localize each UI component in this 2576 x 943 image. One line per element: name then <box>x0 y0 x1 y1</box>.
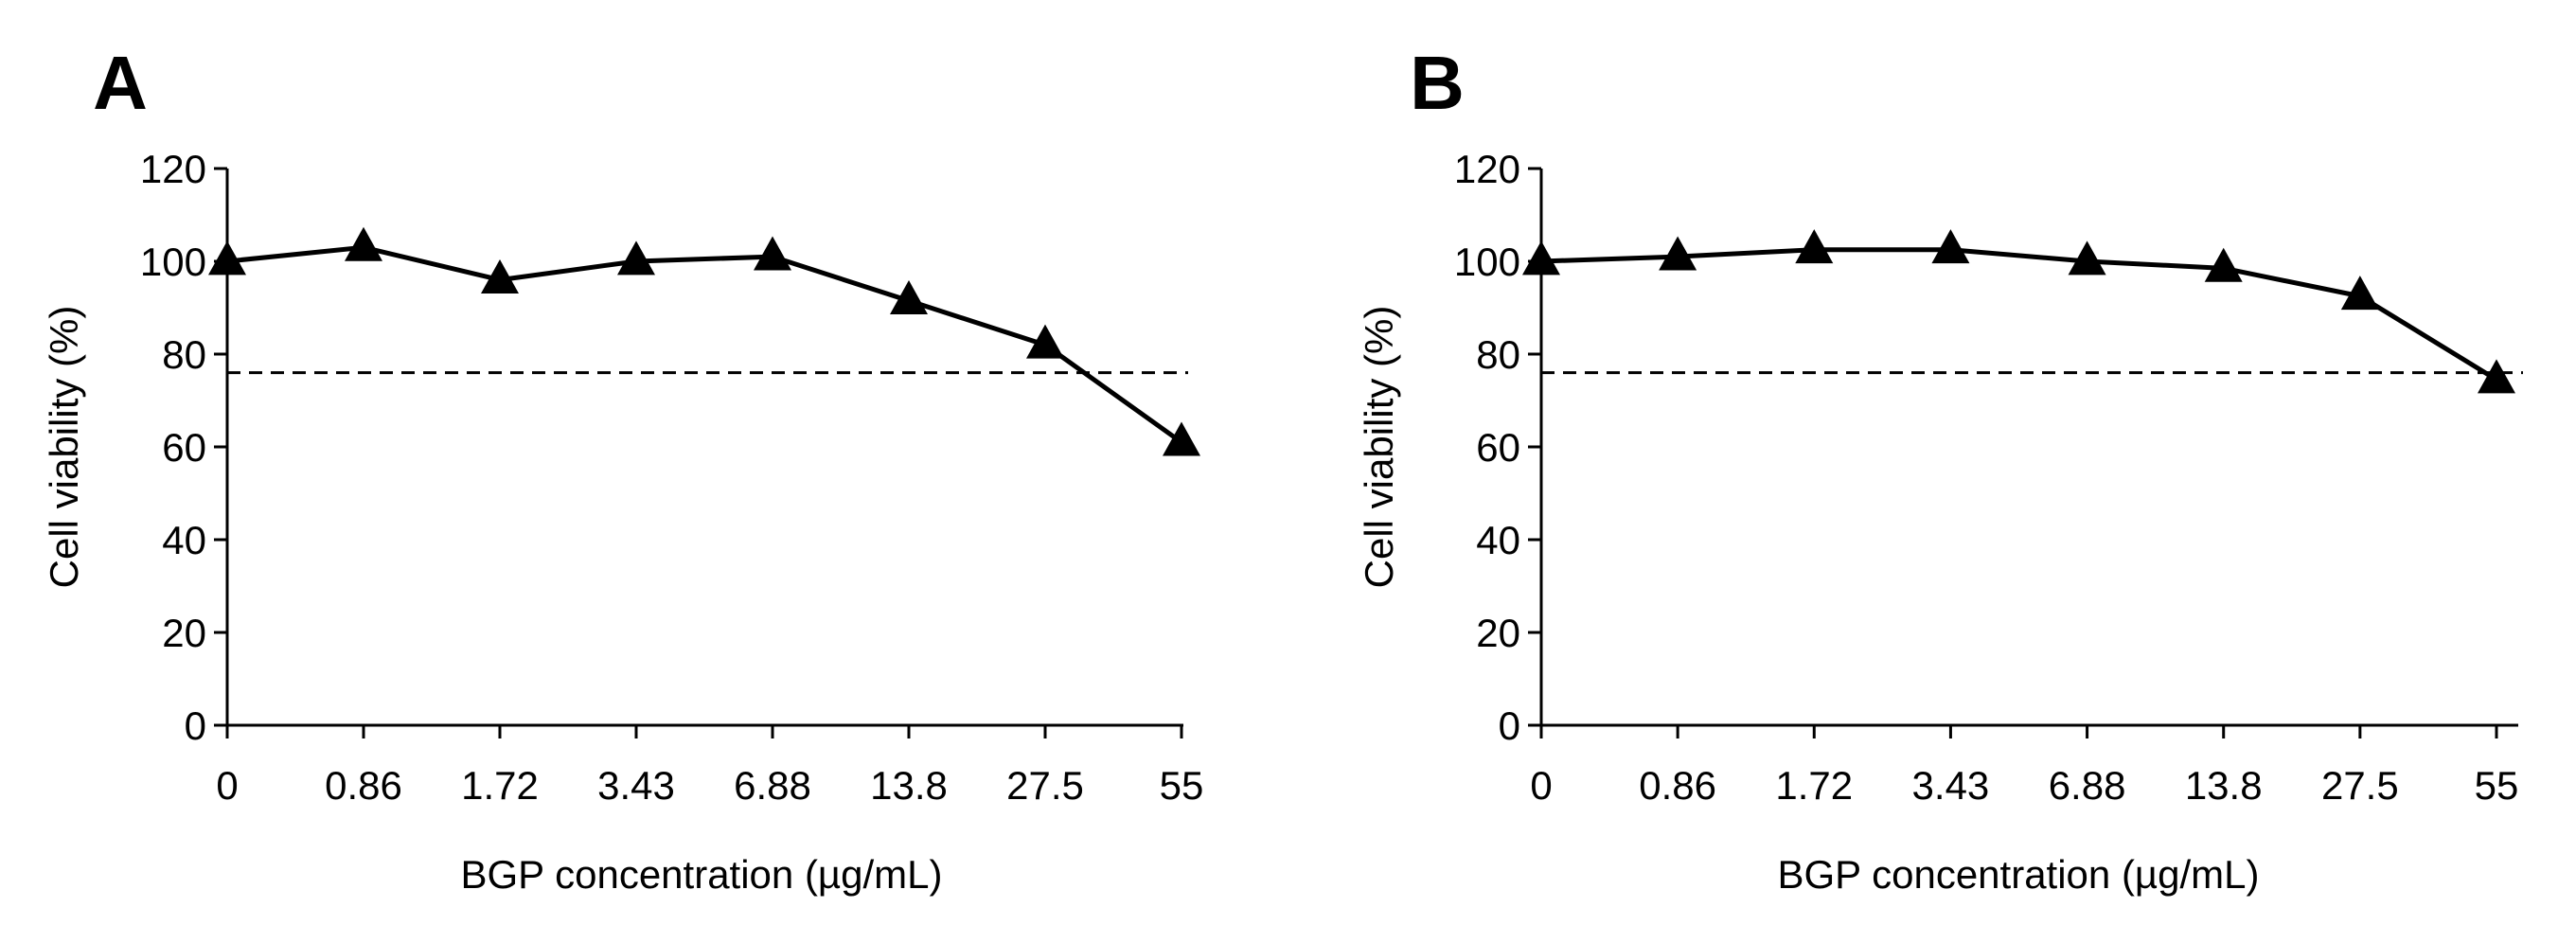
y-tick-label: 60 <box>162 425 206 470</box>
data-point-marker <box>1163 421 1200 456</box>
y-tick-label: 20 <box>162 611 206 655</box>
data-point-marker <box>754 236 791 271</box>
x-tick-label: 55 <box>2475 763 2519 808</box>
data-point-marker <box>2204 247 2243 282</box>
y-tick-label: 40 <box>1476 518 1520 562</box>
y-axis-title: Cell viability (%) <box>1357 306 1401 589</box>
x-tick-label: 6.88 <box>734 763 811 808</box>
y-tick-label: 20 <box>1476 611 1520 655</box>
x-tick-label: 3.43 <box>1912 763 1990 808</box>
data-point-marker <box>1522 240 1560 276</box>
x-tick-label: 0.86 <box>1639 763 1716 808</box>
x-tick-label: 27.5 <box>1006 763 1084 808</box>
data-point-marker <box>2068 240 2106 276</box>
x-tick-label: 1.72 <box>461 763 539 808</box>
data-point-marker <box>345 226 382 261</box>
panel-b: B 0 20 40 60 80 100 120 0 0.86 1.72 3.43 6.88 13.8 27.… <box>1357 41 2523 897</box>
data-point-marker <box>890 280 928 315</box>
y-tick-label: 120 <box>1454 147 1520 191</box>
y-tick-label: 40 <box>162 518 206 562</box>
x-tick-label: 6.88 <box>2049 763 2126 808</box>
data-point-marker <box>1795 229 1834 264</box>
x-tick-label: 13.8 <box>870 763 948 808</box>
data-point-marker <box>208 240 246 276</box>
data-point-marker <box>2478 359 2515 394</box>
series-line <box>226 244 1183 445</box>
y-tick-label: 0 <box>185 703 206 748</box>
x-axis-title: BGP concentration (µg/mL) <box>461 852 943 897</box>
x-tick-label: 0 <box>1530 763 1552 808</box>
panel-label: A <box>93 41 148 125</box>
x-axis-title: BGP concentration (µg/mL) <box>1778 852 2260 897</box>
data-point-marker <box>1659 236 1697 271</box>
panel-label: B <box>1410 41 1465 125</box>
y-tick-label: 100 <box>140 240 206 284</box>
x-tick-label: 55 <box>1160 763 1204 808</box>
x-tick-label: 0.86 <box>325 763 402 808</box>
y-tick-label: 100 <box>1454 240 1520 284</box>
series-line <box>1540 247 2498 383</box>
y-tick-label: 80 <box>162 332 206 377</box>
y-tick-label: 60 <box>1476 425 1520 470</box>
data-point-marker <box>2340 276 2379 311</box>
data-point-marker <box>1026 324 1064 359</box>
data-point-marker <box>481 259 519 294</box>
x-tick-label: 13.8 <box>2185 763 2263 808</box>
y-tick-label: 0 <box>1499 703 1520 748</box>
x-tick-label: 3.43 <box>597 763 675 808</box>
y-tick-label: 80 <box>1476 332 1520 377</box>
panel-a: A 0 20 40 60 80 100 120 0 0.86 1.72 3.43 6.88 13.8 27.… <box>42 41 1203 897</box>
x-tick-label: 0 <box>216 763 238 808</box>
data-point-marker <box>1931 229 1970 264</box>
x-tick-label: 27.5 <box>2321 763 2399 808</box>
y-tick-label: 120 <box>140 147 206 191</box>
y-axis-title: Cell viability (%) <box>42 306 86 589</box>
data-point-marker <box>617 240 655 276</box>
x-tick-label: 1.72 <box>1775 763 1853 808</box>
